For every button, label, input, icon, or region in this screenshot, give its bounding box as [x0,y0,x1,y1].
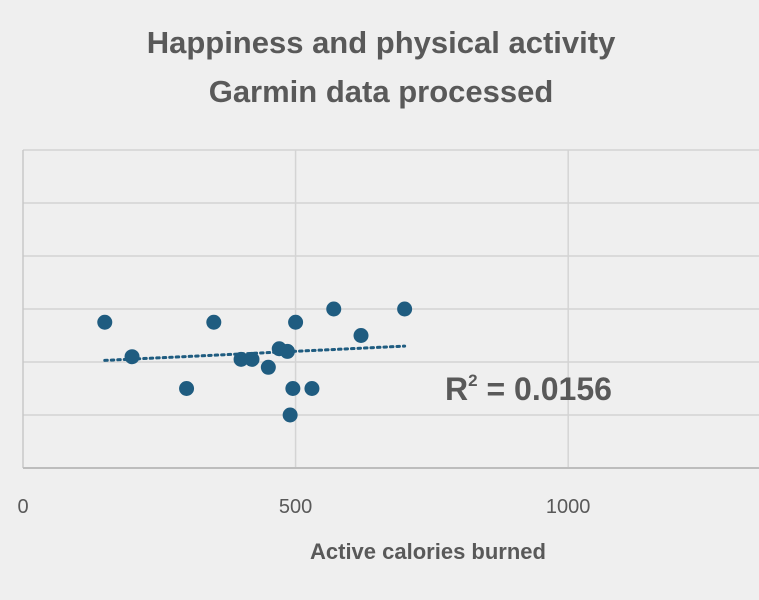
scatter-point [97,314,113,330]
x-tick-label: 500 [279,496,312,518]
r-squared-prefix: R [445,371,468,407]
x-axis-title: Active calories burned [310,539,546,564]
scatter-point [397,301,413,317]
scatter-point [244,351,260,367]
scatter-point [326,301,342,317]
scatter-point [353,328,369,343]
scatter-point [304,381,320,396]
gridlines [23,149,759,468]
x-tick-labels: 0 500 1000 [17,496,590,518]
scatter-point [279,343,295,359]
scatter-point [260,359,276,375]
scatter-point [282,407,298,423]
data-points [97,301,413,423]
scatter-point [179,381,195,396]
axes [22,150,759,469]
scatter-point [288,314,304,330]
scatter-point [285,381,301,396]
x-tick-label: 1000 [546,496,591,518]
r-squared-value: = 0.0156 [478,371,612,407]
scatter-point [206,314,222,330]
scatter-point [233,351,249,367]
chart-title-line-1: Happiness and physical activity [147,25,616,60]
x-tick-label: 0 [17,496,28,518]
scatter-point [124,349,140,365]
chart-title-line-2: Garmin data processed [209,74,554,109]
r-squared-superscript: 2 [468,371,477,390]
r-squared-label: R2 = 0.0156 [445,371,612,407]
